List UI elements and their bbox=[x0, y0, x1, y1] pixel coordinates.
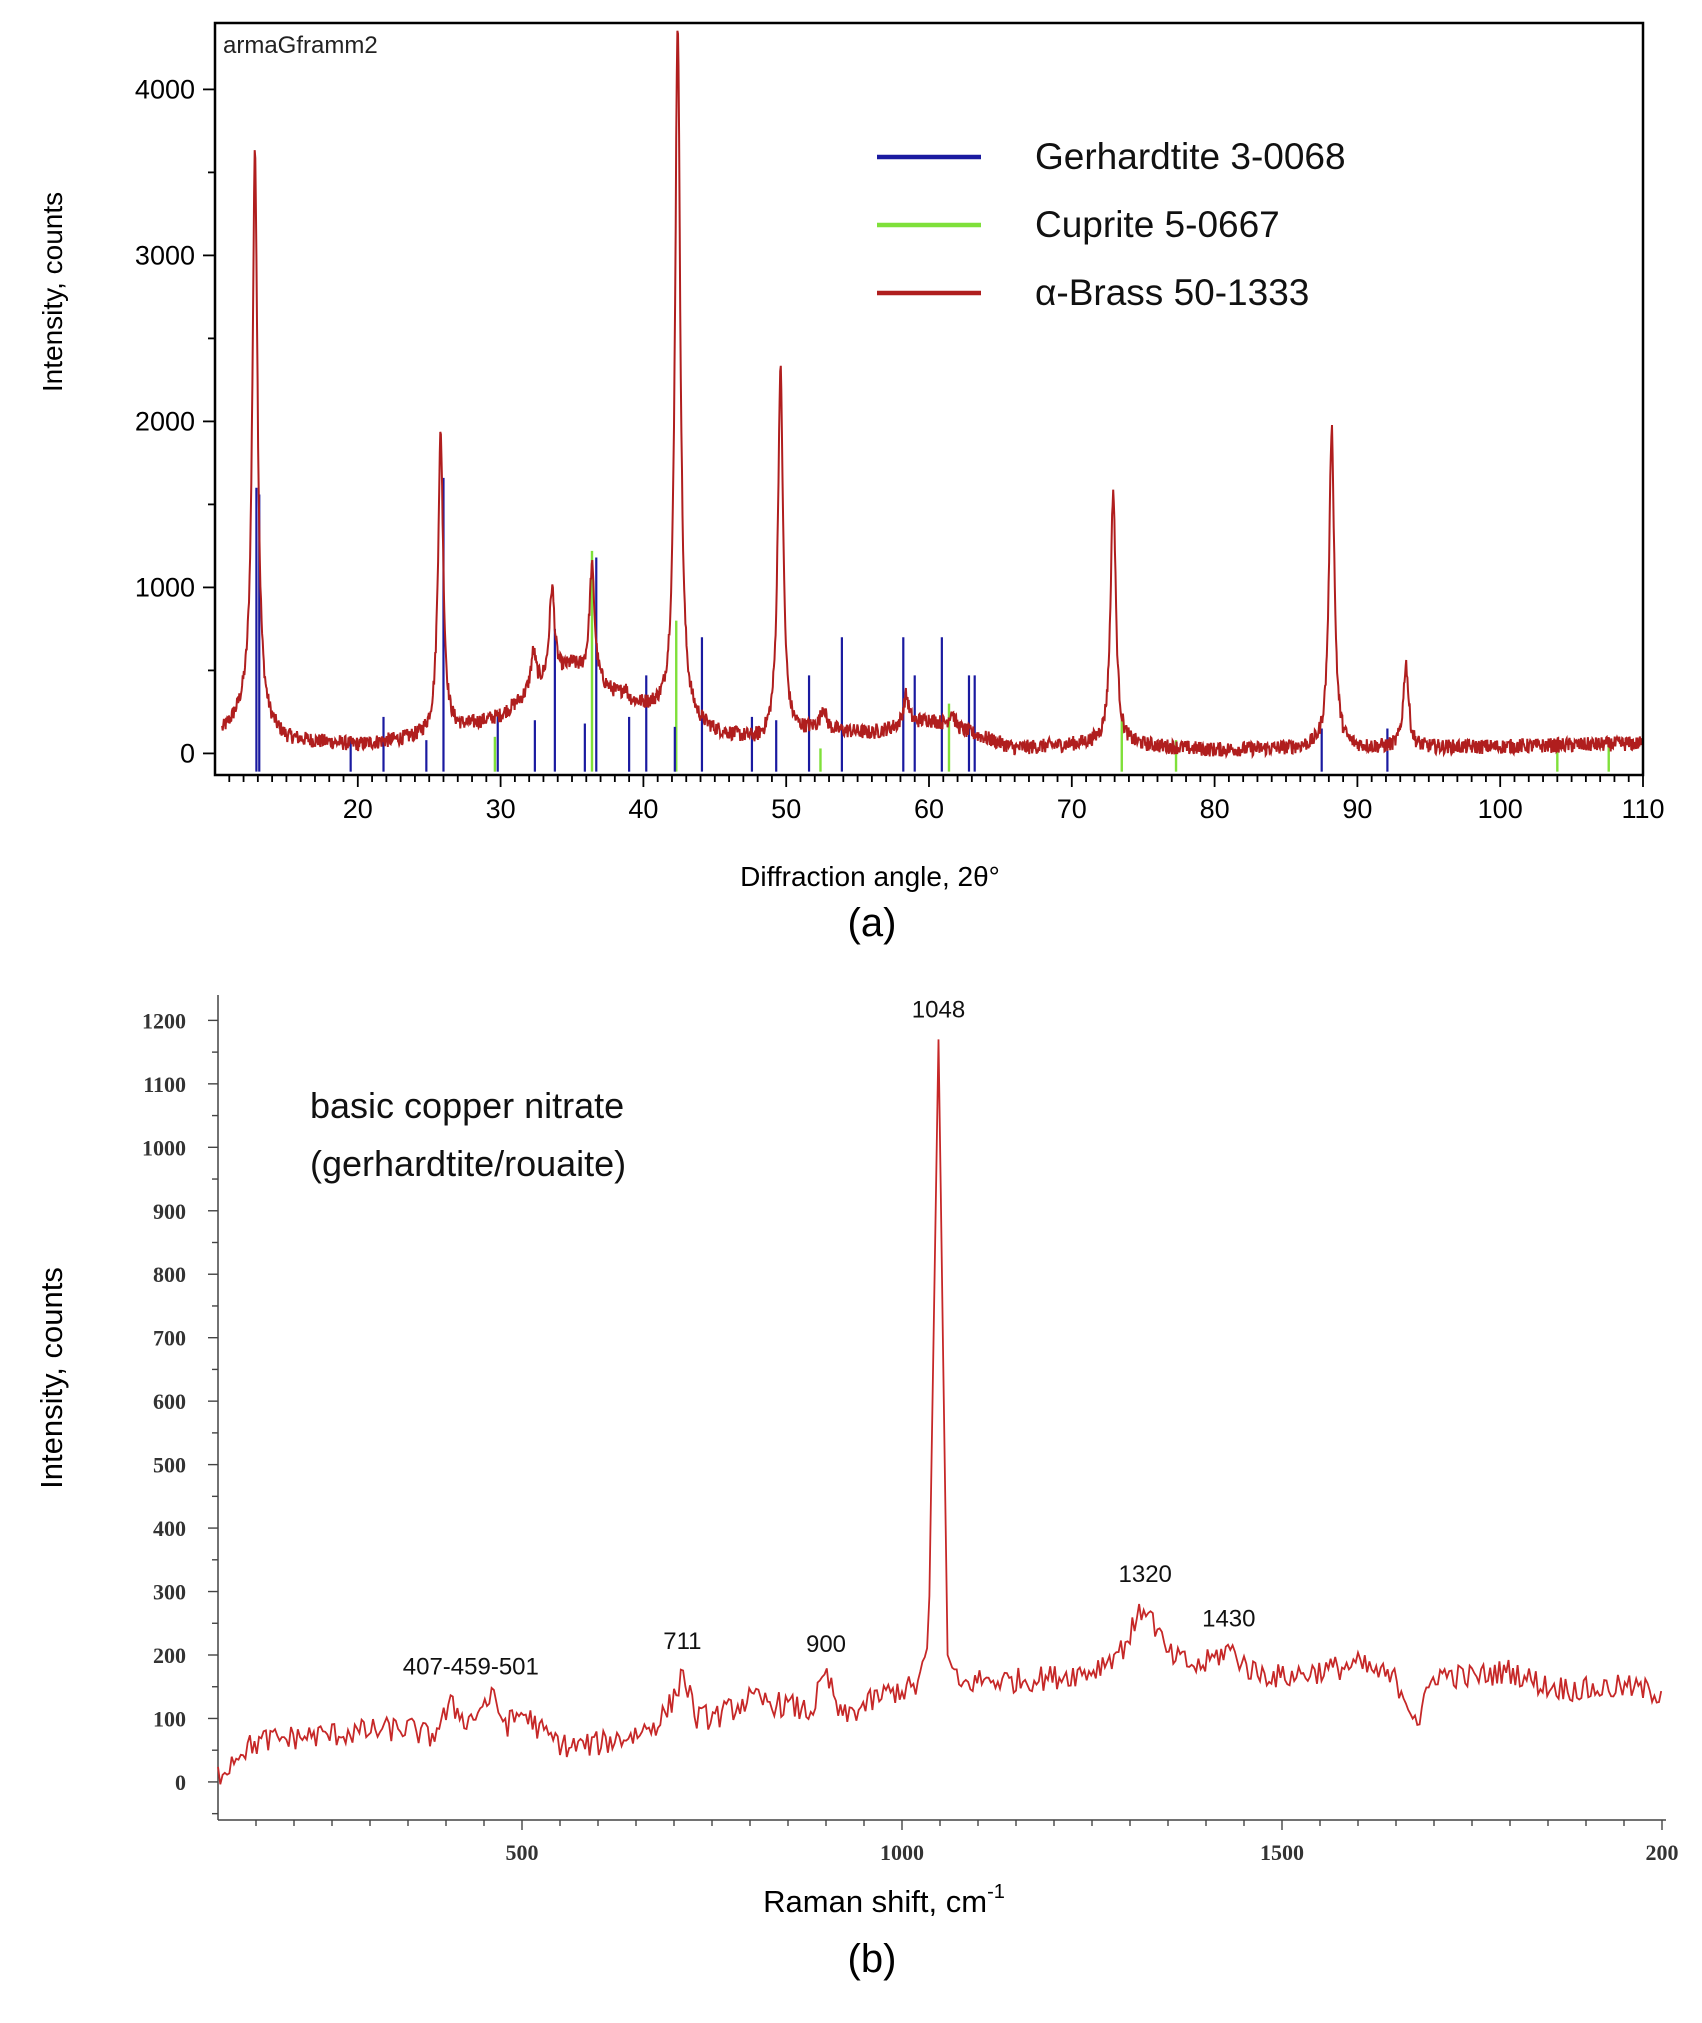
cuprite-reference-lines bbox=[493, 550, 1610, 772]
xrd-x-tick-label: 90 bbox=[1342, 794, 1372, 824]
xrd-y-tick-label: 2000 bbox=[135, 406, 195, 436]
xrd-x-tick-label: 50 bbox=[771, 794, 801, 824]
raman-y-tick-label: 1100 bbox=[143, 1072, 186, 1097]
raman-annotation-line-2: (gerhardtite/rouaite) bbox=[310, 1143, 626, 1184]
xrd-x-tick-label: 80 bbox=[1200, 794, 1230, 824]
xrd-legend: Gerhardtite 3-0068 Cuprite 5-0667 α-Brass … bbox=[877, 136, 1346, 313]
raman-peak-label: 900 bbox=[806, 1631, 846, 1658]
xrd-legend-label: α-Brass 50-1333 bbox=[1035, 272, 1309, 313]
raman-x-tick-label: 200 bbox=[1646, 1840, 1679, 1865]
xrd-y-tick-label: 4000 bbox=[135, 74, 195, 104]
raman-annotation-line-1: basic copper nitrate bbox=[310, 1085, 624, 1126]
panel-b-label: (b) bbox=[848, 1937, 897, 1981]
raman-y-tick-label: 900 bbox=[153, 1199, 186, 1224]
raman-x-ticks: 500 1000 1500 200 bbox=[255, 1820, 1679, 1865]
xrd-inset-label: armaGframm2 bbox=[223, 32, 378, 59]
raman-panel: 500 1000 1500 200 0 100 200 300 400 500 600 700 800… bbox=[34, 995, 1679, 1981]
raman-y-tick-label: 1200 bbox=[142, 1008, 186, 1033]
raman-peak-label: 1048 bbox=[912, 996, 965, 1023]
xrd-pattern-line bbox=[221, 30, 1644, 760]
panel-a-label: (a) bbox=[848, 901, 897, 945]
xrd-x-axis-label: Diffraction angle, 2θ° bbox=[740, 861, 1000, 892]
xrd-x-tick-label: 110 bbox=[1621, 794, 1664, 824]
xrd-x-tick-label: 20 bbox=[343, 794, 373, 824]
raman-y-tick-label: 500 bbox=[153, 1453, 186, 1478]
raman-y-tick-label: 0 bbox=[175, 1770, 186, 1795]
xrd-legend-label: Gerhardtite 3-0068 bbox=[1035, 136, 1346, 177]
xrd-y-axis-label: Intensity, counts bbox=[37, 192, 68, 392]
xrd-legend-label: Cuprite 5-0667 bbox=[1035, 204, 1280, 245]
xrd-panel: 20 30 40 50 60 70 80 90 100 110 0 1000 2000 3000 4000… bbox=[37, 21, 1665, 945]
xrd-y-ticks: 0 1000 2000 3000 4000 bbox=[135, 74, 215, 768]
raman-x-axis-label-superscript: -1 bbox=[987, 1881, 1005, 1903]
xrd-y-tick-label: 0 bbox=[180, 738, 195, 768]
xrd-plot-frame bbox=[213, 21, 1645, 777]
raman-y-tick-label: 800 bbox=[153, 1262, 186, 1287]
raman-peak-labels: 407-459-501 711 900 1048 1320 1430 bbox=[403, 996, 1256, 1680]
raman-x-tick-label: 1500 bbox=[1260, 1840, 1304, 1865]
raman-x-tick-label: 1000 bbox=[880, 1840, 924, 1865]
raman-y-tick-label: 600 bbox=[153, 1389, 186, 1414]
raman-y-tick-label: 1000 bbox=[142, 1135, 186, 1160]
xrd-y-tick-label: 1000 bbox=[135, 572, 195, 602]
xrd-x-tick-label: 100 bbox=[1478, 794, 1523, 824]
xrd-x-tick-label: 60 bbox=[914, 794, 944, 824]
raman-y-tick-label: 100 bbox=[153, 1706, 186, 1731]
raman-y-tick-label: 300 bbox=[153, 1580, 186, 1605]
raman-peak-label: 407-459-501 bbox=[403, 1653, 539, 1680]
raman-peak-label: 1320 bbox=[1119, 1561, 1172, 1588]
raman-y-axis-label: Intensity, counts bbox=[34, 1267, 69, 1489]
raman-y-ticks: 0 100 200 300 400 500 600 700 800 900 1000 1100 1200 bbox=[142, 1008, 218, 1815]
raman-x-axis-label-text: Raman shift, cm bbox=[763, 1884, 987, 1919]
xrd-y-tick-label: 3000 bbox=[135, 240, 195, 270]
raman-y-tick-label: 700 bbox=[153, 1326, 186, 1351]
raman-peak-label: 711 bbox=[663, 1628, 701, 1655]
xrd-x-tick-label: 40 bbox=[628, 794, 658, 824]
raman-x-tick-label: 500 bbox=[506, 1840, 539, 1865]
xrd-x-tick-label: 70 bbox=[1057, 794, 1087, 824]
raman-spectrum-line bbox=[217, 1039, 1663, 1785]
raman-y-tick-label: 200 bbox=[153, 1643, 186, 1668]
xrd-x-ticks: 20 30 40 50 60 70 80 90 100 110 bbox=[228, 775, 1665, 824]
xrd-x-tick-label: 30 bbox=[486, 794, 516, 824]
gerhardtite-reference-lines bbox=[255, 477, 1389, 772]
raman-x-axis-label: Raman shift, cm-1 bbox=[763, 1881, 1005, 1919]
raman-y-tick-label: 400 bbox=[153, 1516, 186, 1541]
raman-peak-label: 1430 bbox=[1202, 1606, 1255, 1633]
